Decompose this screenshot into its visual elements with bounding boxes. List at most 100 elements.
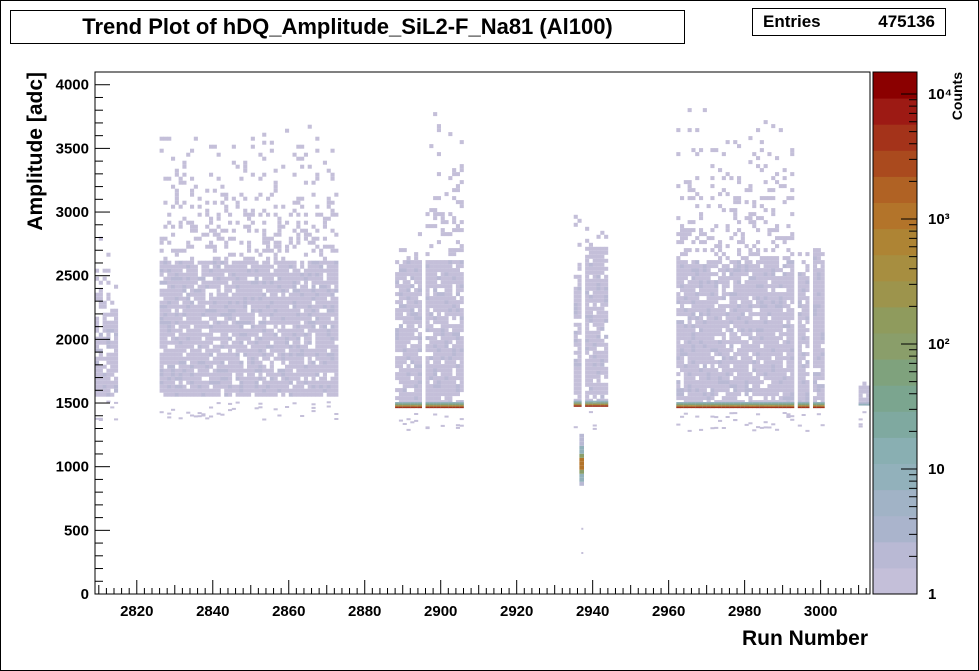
heatmap-cell bbox=[459, 324, 464, 329]
heatmap-cell bbox=[778, 396, 783, 401]
heatmap-cell bbox=[455, 260, 460, 265]
heatmap-cell bbox=[763, 426, 768, 429]
heatmap-cell bbox=[596, 330, 601, 335]
heatmap-cell bbox=[330, 208, 335, 213]
heatmap-cell bbox=[395, 340, 400, 345]
heatmap-cell bbox=[748, 276, 753, 281]
heatmap-cell bbox=[114, 312, 119, 317]
heatmap-cell bbox=[163, 236, 168, 241]
heatmap-cell bbox=[182, 160, 187, 165]
heatmap-cell bbox=[710, 312, 715, 317]
heatmap-cell bbox=[455, 172, 460, 177]
heatmap-cell bbox=[250, 368, 255, 373]
heatmap-cell bbox=[767, 228, 772, 233]
heatmap-cell bbox=[239, 364, 244, 369]
chart-title: Trend Plot of hDQ_Amplitude_SiL2-F_Na81 … bbox=[82, 14, 613, 39]
heatmap-cell bbox=[254, 228, 259, 233]
heatmap-cell bbox=[258, 372, 263, 377]
heatmap-cell bbox=[790, 232, 795, 237]
heatmap-cell bbox=[691, 304, 696, 309]
heatmap-cell bbox=[247, 272, 252, 277]
heatmap-cell bbox=[410, 260, 415, 265]
heatmap-cell bbox=[250, 344, 255, 349]
heatmap-cell bbox=[778, 402, 783, 404]
heatmap-cell bbox=[588, 400, 593, 403]
heatmap-cell bbox=[216, 280, 221, 285]
heatmap-cell bbox=[448, 132, 453, 137]
heatmap-cell bbox=[691, 228, 696, 233]
heatmap-cell bbox=[209, 415, 214, 418]
heatmap-cell bbox=[266, 356, 271, 361]
heatmap-cell bbox=[433, 368, 438, 373]
heatmap-cell bbox=[243, 276, 248, 281]
heatmap-cell bbox=[775, 402, 780, 404]
heatmap-cell bbox=[695, 392, 700, 397]
heatmap-cell bbox=[106, 388, 111, 393]
heatmap-cell bbox=[805, 392, 810, 397]
heatmap-cell bbox=[250, 360, 255, 365]
heatmap-cell bbox=[744, 216, 749, 221]
heatmap-cell bbox=[254, 292, 259, 297]
heatmap-cell bbox=[721, 380, 726, 385]
heatmap-cell bbox=[436, 352, 441, 357]
heatmap-cell bbox=[790, 288, 795, 293]
heatmap-cell bbox=[459, 360, 464, 365]
heatmap-cell bbox=[702, 312, 707, 317]
heatmap-cell bbox=[247, 372, 252, 377]
heatmap-cell bbox=[680, 308, 685, 313]
heatmap-cell bbox=[782, 396, 787, 401]
heatmap-cell bbox=[771, 296, 776, 301]
heatmap-cell bbox=[277, 316, 282, 321]
heatmap-cell bbox=[573, 362, 578, 367]
heatmap-cell bbox=[596, 290, 601, 295]
heatmap-cell bbox=[782, 412, 787, 414]
heatmap-cell bbox=[778, 376, 783, 381]
heatmap-cell bbox=[448, 300, 453, 305]
heatmap-cell bbox=[767, 368, 772, 373]
heatmap-cell bbox=[771, 384, 776, 389]
heatmap-cell bbox=[763, 208, 768, 213]
heatmap-cell bbox=[740, 320, 745, 325]
heatmap-cell bbox=[296, 316, 301, 321]
heatmap-cell bbox=[585, 338, 590, 343]
heatmap-cell bbox=[159, 411, 164, 414]
heatmap-cell bbox=[326, 268, 331, 273]
heatmap-cell bbox=[300, 415, 305, 417]
heatmap-cell bbox=[592, 290, 597, 295]
heatmap-cell bbox=[433, 352, 438, 357]
heatmap-cell bbox=[801, 324, 806, 329]
heatmap-cell bbox=[330, 380, 335, 385]
heatmap-cell bbox=[756, 388, 761, 393]
heatmap-cell bbox=[604, 405, 609, 407]
heatmap-cell bbox=[277, 260, 282, 265]
heatmap-cell bbox=[159, 292, 164, 297]
heatmap-cell bbox=[816, 316, 821, 321]
heatmap-cell bbox=[733, 320, 738, 325]
heatmap-cell bbox=[262, 140, 267, 145]
heatmap-cell bbox=[300, 324, 305, 329]
heatmap-cell bbox=[190, 288, 195, 293]
heatmap-cell bbox=[285, 304, 290, 309]
heatmap-cell bbox=[429, 406, 434, 409]
heatmap-cell bbox=[273, 168, 278, 173]
heatmap-cell bbox=[288, 328, 293, 333]
heatmap-cell bbox=[292, 272, 297, 277]
heatmap-cell bbox=[190, 224, 195, 229]
heatmap-cell bbox=[285, 276, 290, 281]
heatmap-cell bbox=[296, 296, 301, 301]
y-tick-label: 3500 bbox=[56, 140, 89, 157]
heatmap-cell bbox=[740, 376, 745, 381]
heatmap-cell bbox=[319, 356, 324, 361]
heatmap-cell bbox=[695, 152, 700, 157]
heatmap-cell bbox=[231, 276, 236, 281]
heatmap-cell bbox=[718, 376, 723, 381]
heatmap-cell bbox=[786, 328, 791, 333]
heatmap-cell bbox=[322, 160, 327, 165]
heatmap-cell bbox=[683, 344, 688, 349]
heatmap-cell bbox=[695, 405, 700, 407]
heatmap-cell bbox=[596, 306, 601, 311]
heatmap-cell bbox=[797, 406, 802, 409]
heatmap-cell bbox=[448, 380, 453, 385]
heatmap-cell bbox=[763, 332, 768, 337]
heatmap-cell bbox=[748, 252, 753, 257]
